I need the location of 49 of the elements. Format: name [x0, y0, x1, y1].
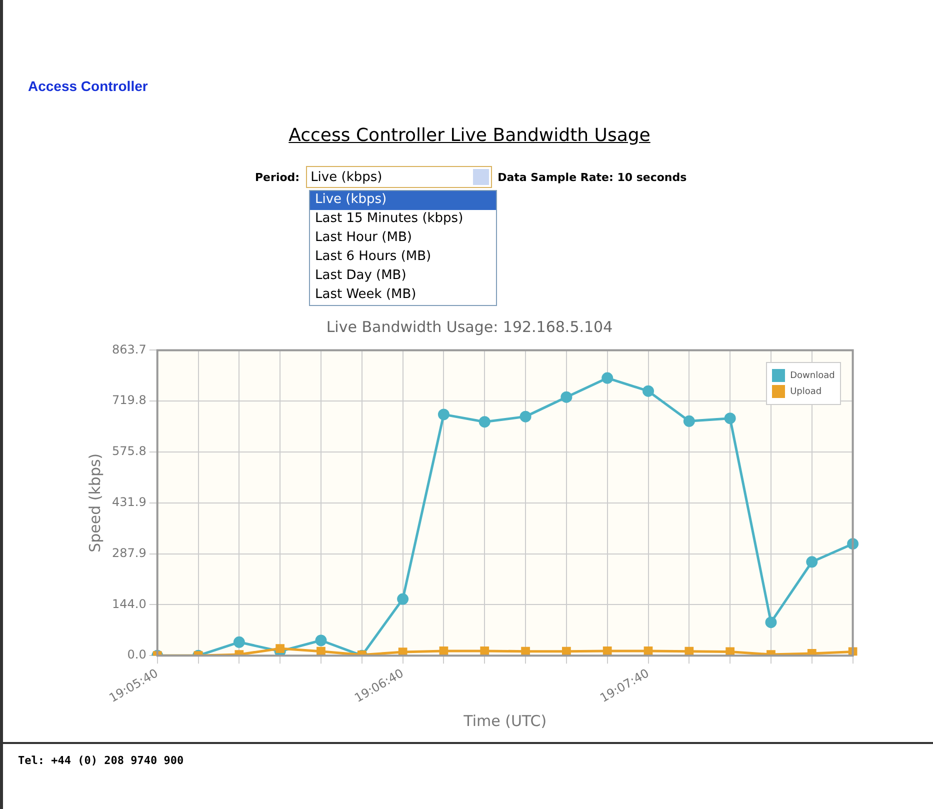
point [521, 646, 530, 656]
point [602, 646, 612, 656]
point [560, 391, 572, 403]
y-axis-title: Speed (kbps) [86, 453, 104, 552]
point [807, 649, 816, 656]
legend-label: Upload [790, 386, 822, 397]
point [315, 634, 327, 646]
text: Tel: +44 (0) 208 9740 900 [3, 742, 933, 777]
y-tick-label: 863.7 [112, 342, 146, 356]
point [726, 647, 735, 656]
text: Last Day (MB) [314, 267, 408, 285]
text: Access Controller [28, 78, 148, 94]
point [602, 372, 614, 384]
point [562, 646, 571, 656]
text: Live (kbps) [310, 191, 496, 210]
chart-title: Access Controller Live Bandwidth Usage [288, 125, 652, 146]
x-axis-title: Time (UTC) [462, 712, 547, 730]
text: Last Week (MB) [314, 286, 418, 304]
point [276, 644, 285, 653]
chart-subtitle: Live Bandwidth Usage: 192.168.5.104 [325, 318, 614, 336]
text: Last Hour (MB) [314, 229, 413, 247]
point [724, 412, 736, 424]
point [438, 408, 450, 420]
y-tick-label: 431.9 [112, 495, 146, 509]
y-tick-label: 144.0 [112, 596, 146, 611]
y-tick-label: 575.8 [112, 444, 146, 458]
point [398, 648, 408, 656]
text: Live (kbps) [310, 170, 382, 184]
point [397, 593, 409, 605]
point [316, 646, 326, 656]
point [233, 636, 245, 648]
point [478, 416, 490, 428]
point [644, 646, 653, 656]
text: Period: [255, 170, 300, 184]
legend-label: Download [790, 370, 835, 381]
point [683, 415, 695, 427]
y-tick-label: 0.0 [127, 648, 146, 662]
point [806, 556, 818, 568]
text: Last 15 Minutes (kbps) [314, 210, 464, 228]
point [765, 616, 777, 628]
point [684, 646, 694, 656]
point [520, 410, 532, 422]
point [642, 385, 654, 397]
y-tick-label: 719.8 [112, 393, 146, 408]
text: Last 6 Hours (MB) [314, 248, 432, 266]
point [439, 646, 448, 656]
text: Data Sample Rate: 10 seconds [498, 170, 687, 184]
y-tick-label: 287.9 [112, 546, 146, 560]
point [480, 646, 490, 656]
